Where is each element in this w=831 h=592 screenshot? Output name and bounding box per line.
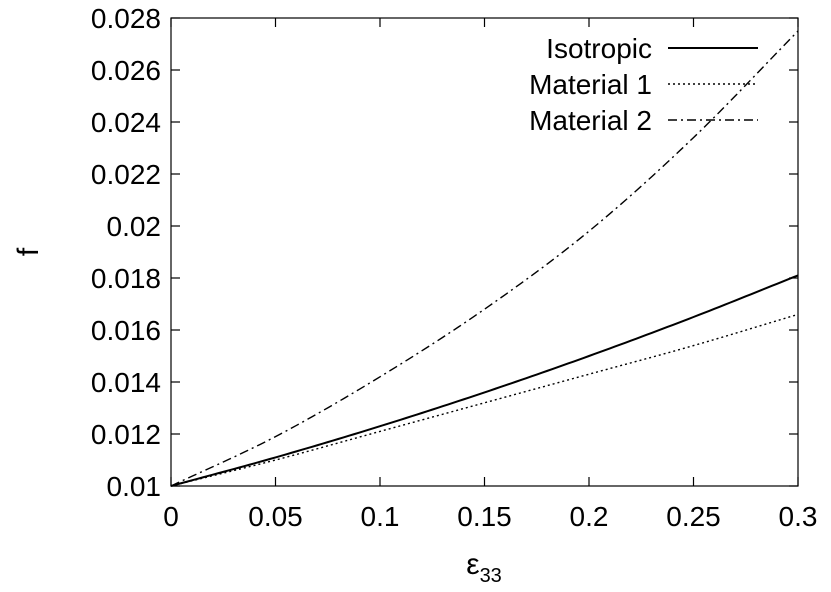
- x-axis-label-subscript: 33: [480, 565, 502, 587]
- x-tick-label: 0.3: [779, 501, 818, 532]
- y-tick-label: 0.02: [107, 211, 162, 242]
- x-tick-label: 0: [163, 501, 179, 532]
- y-tick-label: 0.014: [91, 367, 161, 398]
- x-axis-label: ε33: [466, 548, 502, 587]
- plot-frame: [170, 17, 799, 487]
- y-tick-label: 0.012: [91, 419, 161, 450]
- legend-label: Material 1: [529, 69, 652, 100]
- y-axis-ticks: 0.01 0.012 0.014 0.016 0.018 0.02 0.022 0.024 0.…: [91, 3, 798, 502]
- legend-label: Isotropic: [546, 33, 652, 64]
- x-tick-label: 0.2: [570, 501, 609, 532]
- y-tick-label: 0.024: [91, 107, 161, 138]
- y-tick-label: 0.028: [91, 3, 161, 34]
- y-tick-label: 0.016: [91, 315, 161, 346]
- x-tick-label: 0.25: [666, 501, 721, 532]
- series-line-1: [170, 274, 799, 487]
- legend-label: Material 2: [529, 105, 652, 136]
- y-axis-label: f: [12, 247, 45, 256]
- x-tick-label: 0.15: [457, 501, 512, 532]
- x-tick-label: 0.1: [361, 501, 400, 532]
- y-tick-label: 0.01: [107, 471, 162, 502]
- series-line-3: [170, 30, 799, 487]
- y-tick-label: 0.022: [91, 159, 161, 190]
- series-line-2: [170, 313, 799, 487]
- y-tick-label: 0.026: [91, 55, 161, 86]
- x-axis-ticks: 0 0.05 0.1 0.15 0.2 0.25 0.3: [163, 18, 817, 532]
- x-axis-label-main: ε: [466, 548, 479, 581]
- y-tick-label: 0.018: [91, 263, 161, 294]
- x-tick-label: 0.05: [248, 501, 303, 532]
- legend: Isotropic Material 1 Material 2: [529, 33, 758, 136]
- series-lines: [170, 30, 799, 487]
